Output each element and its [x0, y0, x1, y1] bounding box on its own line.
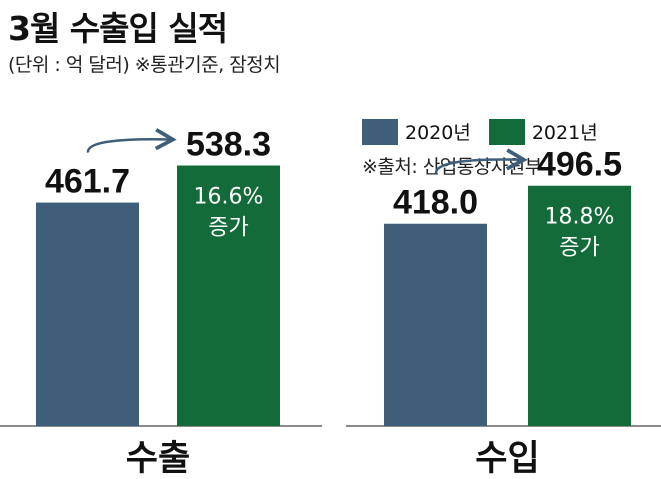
imports-bar-2021	[528, 185, 631, 426]
legend-label-2020: 2020년	[405, 122, 471, 144]
chart-subtitle: (단위 : 억 달러) ※통관기준, 잠정치	[8, 54, 281, 76]
exports-change-line-1: 16.6%	[194, 185, 264, 210]
legend-item-2021: 2021년	[488, 118, 598, 145]
exports-group-label: 수출	[126, 439, 190, 479]
exports-bar-2021	[177, 165, 280, 426]
legend-swatch-2020	[362, 118, 398, 145]
imports-change-line-2: 증가	[559, 236, 599, 261]
imports-growth-arrow	[434, 160, 522, 174]
imports-value-label-2021: 496.5	[537, 146, 622, 184]
imports-bar-2020	[384, 223, 487, 426]
imports-change-line-1: 18.8%	[545, 205, 615, 230]
exports-bar-2020	[36, 202, 139, 426]
exports-value-label-2020: 461.7	[45, 163, 130, 201]
source-note: ※출처: 산업통상자원부	[362, 156, 542, 178]
exports-change-line-2: 증가	[208, 216, 248, 241]
imports-group-label: 수입	[475, 439, 539, 479]
exports-value-label-2021: 538.3	[186, 126, 271, 164]
imports-value-label-2020: 418.0	[393, 184, 478, 222]
chart-title: 3월 수출입 실적	[8, 9, 228, 48]
legend: 2020년 2021년	[362, 118, 616, 145]
legend-item-2020: 2020년	[362, 118, 471, 145]
legend-label-2021: 2021년	[531, 122, 598, 144]
legend-swatch-2021	[488, 118, 525, 145]
exports-growth-arrow	[86, 139, 171, 153]
